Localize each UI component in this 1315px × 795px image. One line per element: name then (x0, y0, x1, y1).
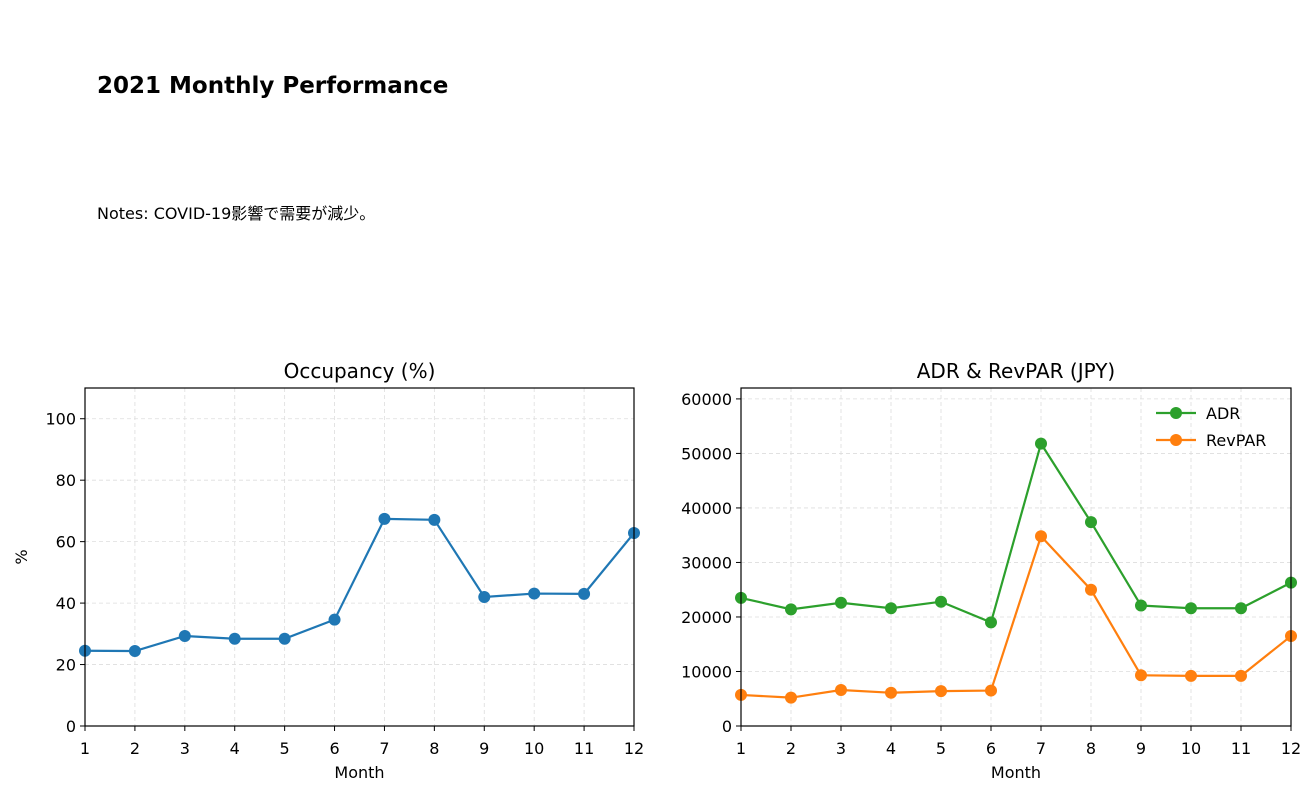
data-point (1185, 669, 1197, 682)
series-adr (735, 437, 1297, 629)
x-axis-label: Month (334, 763, 384, 782)
data-point (1185, 602, 1197, 615)
x-tick-label: 4 (886, 739, 896, 758)
chart-title: ADR & RevPAR (JPY) (917, 359, 1116, 383)
x-tick-label: 9 (479, 739, 489, 758)
data-point (935, 595, 947, 608)
data-point (1135, 669, 1147, 682)
data-point (1235, 669, 1247, 682)
plot-frame (740, 387, 1292, 727)
data-point (378, 512, 391, 525)
x-tick-label: 12 (624, 739, 644, 758)
x-tick-label: 1 (736, 739, 746, 758)
y-tick-label: 10000 (681, 662, 732, 681)
data-point (178, 629, 191, 642)
data-point (785, 603, 797, 616)
data-point (1085, 516, 1097, 529)
x-tick-label: 5 (936, 739, 946, 758)
y-tick-label: 60000 (681, 390, 732, 409)
legend-label: RevPAR (1206, 431, 1266, 450)
x-tick-label: 8 (1086, 739, 1096, 758)
y-tick-label: 40 (56, 594, 76, 613)
x-tick-label: 12 (1281, 739, 1301, 758)
data-point (278, 632, 291, 645)
x-tick-label: 10 (1181, 739, 1201, 758)
legend: ADR RevPAR (1156, 404, 1266, 450)
x-tick-label: 2 (786, 739, 796, 758)
plot-frame (84, 387, 635, 727)
data-point (885, 686, 897, 699)
data-point (1135, 599, 1147, 612)
legend-label: ADR (1206, 404, 1240, 423)
page-notes: Notes: COVID-19影響で需要が減少。 (97, 204, 376, 223)
x-tick-label: 11 (574, 739, 594, 758)
x-tick-label: 9 (1136, 739, 1146, 758)
x-tick-label: 6 (329, 739, 339, 758)
series-line (740, 440, 1292, 624)
legend-marker (1170, 407, 1182, 419)
data-point (328, 613, 341, 626)
y-tick-label: 20000 (681, 608, 732, 627)
series-line (84, 517, 635, 653)
data-point (985, 684, 997, 697)
data-point (528, 587, 541, 600)
y-tick-label: 40000 (681, 499, 732, 518)
data-point (578, 587, 591, 600)
x-tick-label: 8 (429, 739, 439, 758)
data-point (128, 645, 141, 658)
data-point (478, 590, 491, 603)
data-point (985, 616, 997, 629)
chart-title: Occupancy (%) (284, 359, 436, 383)
data-point (228, 632, 241, 645)
x-tick-label: 1 (80, 739, 90, 758)
data-point (1035, 437, 1047, 450)
x-tick-label: 11 (1231, 739, 1251, 758)
x-tick-label: 7 (379, 739, 389, 758)
y-tick-label: 50000 (681, 444, 732, 463)
y-tick-label: 0 (66, 717, 76, 736)
data-point (835, 596, 847, 609)
series-line (740, 534, 1292, 699)
x-tick-label: 3 (180, 739, 190, 758)
x-tick-label: 4 (230, 739, 240, 758)
page-title: 2021 Monthly Performance (97, 73, 449, 99)
y-tick-label: 0 (722, 717, 732, 736)
y-tick-label: 20 (56, 656, 76, 675)
data-point (835, 684, 847, 697)
y-tick-label: 30000 (681, 553, 732, 572)
x-tick-label: 5 (280, 739, 290, 758)
x-tick-label: 6 (986, 739, 996, 758)
y-tick-label: 80 (56, 471, 76, 490)
data-point (935, 685, 947, 698)
series-occupancy (79, 512, 640, 658)
data-point (428, 513, 441, 526)
data-point (885, 602, 897, 615)
chart-2: 1 2 3 4 5 6 7 8 9 10 11 120100002000030000400005000… (681, 359, 1301, 782)
series-revpar (735, 530, 1297, 704)
y-tick-label: 60 (56, 533, 76, 552)
x-tick-label: 3 (836, 739, 846, 758)
data-point (1035, 530, 1047, 543)
y-axis-label: % (12, 549, 31, 564)
x-axis-label: Month (991, 763, 1041, 782)
data-point (1085, 583, 1097, 596)
y-tick-label: 100 (45, 410, 76, 429)
x-tick-label: 7 (1036, 739, 1046, 758)
legend-marker (1170, 434, 1182, 446)
x-tick-label: 2 (130, 739, 140, 758)
data-point (1235, 602, 1247, 615)
data-point (785, 691, 797, 704)
x-tick-label: 10 (524, 739, 544, 758)
